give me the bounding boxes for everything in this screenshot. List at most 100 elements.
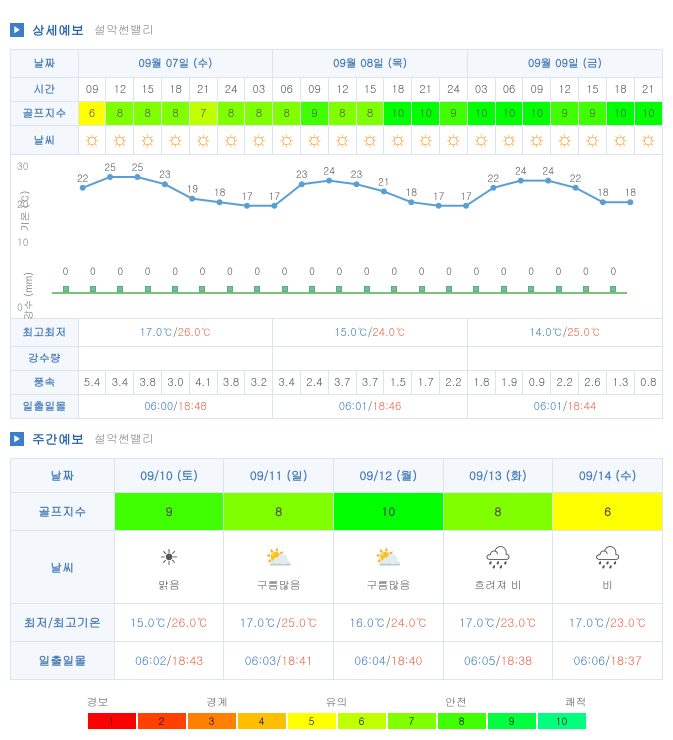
header-golf: 골프지수 [11, 493, 115, 531]
wind-cell: 2.2 [551, 371, 579, 395]
sun-icon: ☼ [252, 130, 265, 150]
weekly-table: 날짜09/10 (토)09/11 (일)09/12 (월)09/13 (화)09… [10, 458, 663, 680]
golf-row: 골프지수6888788898810109101010991010 [11, 102, 663, 126]
golf-cell: 7 [189, 102, 217, 126]
precip-col: 0 [189, 264, 216, 292]
wind-cell: 3.8 [134, 371, 162, 395]
weekly-golf-cell: 10 [334, 493, 444, 531]
time-cell: 06 [495, 78, 523, 102]
wind-cell: 3.4 [106, 371, 134, 395]
weather-cell: ☼ [301, 126, 329, 155]
time-cell: 09 [78, 78, 106, 102]
golf-cell: 10 [384, 102, 412, 126]
weather-cell: ☼ [245, 126, 273, 155]
sun-icon: ☼ [197, 130, 210, 150]
weekly-weather-cell: ⛅구름많음 [224, 531, 334, 604]
weekly-date-cell: 09/11 (일) [224, 459, 334, 493]
time-cell: 21 [412, 78, 440, 102]
precip-col: 0 [79, 264, 106, 292]
golf-cell: 8 [134, 102, 162, 126]
header-weather: 날씨 [11, 126, 79, 155]
sun-icon: ☼ [447, 130, 460, 150]
weekly-weather-cell: 🌧흐려져 비 [443, 531, 553, 604]
sun-icon: ☼ [614, 130, 627, 150]
header-minmax: 최고최저 [11, 319, 79, 347]
time-cell: 12 [328, 78, 356, 102]
wind-cell: 3.2 [245, 371, 273, 395]
date-cell: 09월 07일 (수) [78, 50, 273, 78]
precip-col: 0 [107, 264, 134, 292]
weather-cell: ☼ [273, 126, 301, 155]
wind-cell: 1.8 [467, 371, 495, 395]
time-cell: 12 [106, 78, 134, 102]
svg-text:22: 22 [570, 171, 582, 185]
weekly-golf-row: 골프지수981086 [11, 493, 663, 531]
svg-text:25: 25 [104, 160, 116, 174]
weekly-minmax-row: 최저/최고기온15.0℃/26.0℃17.0℃/25.0℃16.0℃/24.0℃… [11, 604, 663, 642]
wind-cell: 1.3 [606, 371, 634, 395]
golf-cell: 6 [78, 102, 106, 126]
svg-text:21: 21 [378, 174, 389, 188]
golf-cell: 8 [328, 102, 356, 126]
minmax-cell: 15.0℃/24.0℃ [273, 319, 468, 347]
sun-icon: ☼ [586, 130, 599, 150]
time-row: 시간09121518212403060912151821240306091215… [11, 78, 663, 102]
weekly-sun-cell: 06:02/18:43 [114, 642, 224, 680]
svg-text:22: 22 [77, 171, 89, 185]
weather-cell: ☼ [634, 126, 662, 155]
wind-cell: 3.7 [328, 371, 356, 395]
weather-cell: ☼ [106, 126, 134, 155]
golf-cell: 10 [412, 102, 440, 126]
sun-icon: ☼ [169, 130, 182, 150]
svg-text:17: 17 [433, 189, 445, 203]
wind-cell: 5.4 [78, 371, 106, 395]
weather-cell: ☼ [606, 126, 634, 155]
precip-col: 0 [435, 264, 462, 292]
golf-cell: 9 [301, 102, 329, 126]
header-sun: 일출일몰 [11, 642, 115, 680]
temp-line-chart: 2225252319181717232423211817172224242218… [69, 159, 644, 249]
weather-cell: ☼ [495, 126, 523, 155]
legend-cell: 4 [237, 712, 287, 730]
weekly-date-cell: 09/13 (화) [443, 459, 553, 493]
weekly-date-cell: 09/12 (월) [334, 459, 444, 493]
header-precip: 강수량 [11, 347, 79, 371]
sun-cell: 06:00/18:48 [78, 395, 273, 419]
legend-cell: 9 [487, 712, 537, 730]
golf-cell: 8 [356, 102, 384, 126]
golf-cell: 8 [162, 102, 190, 126]
header-golf: 골프지수 [11, 102, 79, 126]
chevron-right-icon: ▶ [10, 432, 24, 446]
weekly-sun-cell: 06:06/18:37 [553, 642, 663, 680]
wind-cell: 3.8 [217, 371, 245, 395]
legend-cell: 3 [187, 712, 237, 730]
chevron-right-icon: ▶ [10, 23, 24, 37]
weather-icon: ⛅ [344, 541, 433, 572]
precip-col: 0 [134, 264, 161, 292]
precip-col: 0 [52, 264, 79, 292]
precip-y-axis: 0 [17, 264, 23, 314]
svg-text:24: 24 [323, 164, 335, 178]
time-cell: 12 [551, 78, 579, 102]
legend-cell: 10 [537, 712, 587, 730]
time-cell: 21 [634, 78, 662, 102]
weather-cell: ☼ [217, 126, 245, 155]
weekly-location: 설악썬밸리 [94, 430, 154, 447]
date-cell: 09월 09일 (금) [467, 50, 662, 78]
svg-text:22: 22 [488, 171, 500, 185]
time-cell: 15 [134, 78, 162, 102]
detail-header: ▶ 상세예보 설악썬밸리 [10, 20, 663, 39]
wind-cell: 2.2 [440, 371, 468, 395]
precip-col: 0 [353, 264, 380, 292]
detail-location: 설악썬밸리 [94, 21, 154, 38]
weekly-sun-cell: 06:04/18:40 [334, 642, 444, 680]
wind-cell: 0.8 [634, 371, 662, 395]
time-cell: 24 [217, 78, 245, 102]
sun-icon: ☼ [364, 130, 377, 150]
weekly-golf-cell: 9 [114, 493, 224, 531]
header-date: 날짜 [11, 50, 79, 78]
sun-icon: ☼ [141, 130, 154, 150]
precip-col: 0 [463, 264, 490, 292]
svg-text:23: 23 [159, 167, 171, 181]
svg-text:24: 24 [515, 164, 527, 178]
